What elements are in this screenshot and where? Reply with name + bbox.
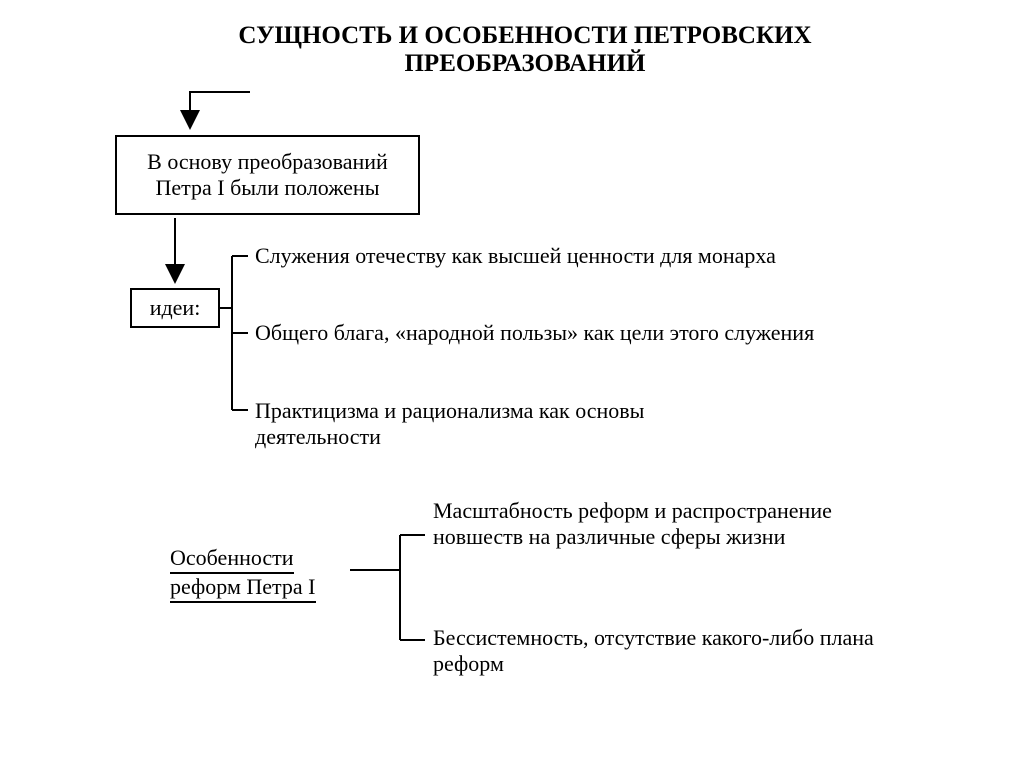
features-heading-line2: реформ Петра I bbox=[170, 574, 316, 603]
idea-item-2: Общего блага, «народной пользы» как цели… bbox=[255, 320, 835, 346]
idea-item-1: Служения отечеству как высшей ценности д… bbox=[255, 243, 810, 269]
features-heading-line1: Особенности bbox=[170, 545, 294, 574]
features-heading: Особенности реформ Петра I bbox=[170, 545, 316, 603]
title-line2: ПРЕОБРАЗОВАНИЙ bbox=[404, 50, 645, 77]
basis-line1: В основу преобразований bbox=[147, 149, 388, 174]
title-line1: СУЩНОСТЬ И ОСОБЕННОСТИ ПЕТРОВСКИХ bbox=[238, 22, 811, 49]
idea-item-3: Практицизма и рационализма как основы де… bbox=[255, 398, 775, 450]
diagram-title: СУЩНОСТЬ И ОСОБЕННОСТИ ПЕТРОВСКИХ ПРЕОБР… bbox=[210, 22, 840, 78]
feature-item-2: Бессистемность, отсутствие какого-либо п… bbox=[433, 625, 898, 677]
feature-item-1: Масштабность реформ и распространение но… bbox=[433, 498, 843, 550]
ideas-label: идеи: bbox=[150, 295, 201, 321]
basis-line2: Петра I были положены bbox=[155, 175, 379, 200]
box-ideas: идеи: bbox=[130, 288, 220, 328]
box-basis: В основу преобразований Петра I были пол… bbox=[115, 135, 420, 215]
